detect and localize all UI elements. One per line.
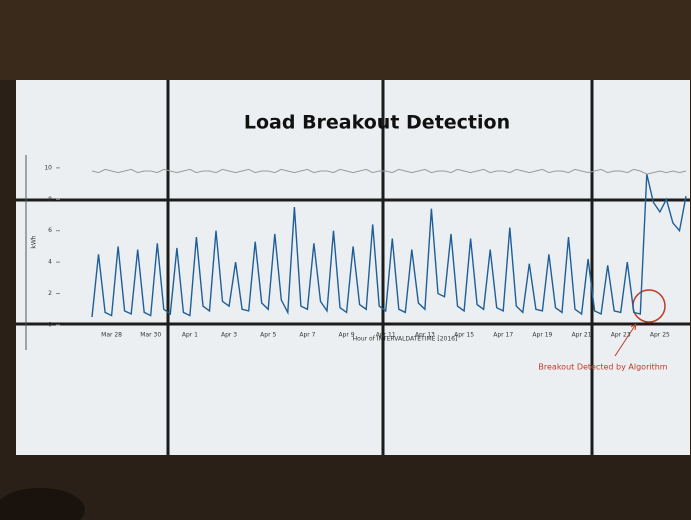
x-tick-label: Apr 9 [339, 332, 355, 339]
x-tick-label: Apr 17 [493, 332, 513, 339]
y-tick-label: 8 [48, 196, 52, 203]
x-tick-label: Apr 5 [260, 332, 276, 339]
chart: Load Breakout Detection Hour of INTERVAL… [0, 0, 691, 520]
chart-title: Load Breakout Detection [244, 112, 510, 134]
wall [0, 0, 691, 80]
y-tick-label: 10 [44, 164, 52, 171]
x-tick-label: Apr 21 [572, 332, 592, 339]
x-tick-label: Apr 11 [376, 332, 396, 339]
x-tick-label: Apr 13 [415, 332, 435, 339]
x-tick-label: Apr 19 [532, 332, 552, 339]
x-tick-label: Apr 3 [221, 332, 237, 339]
y-axis-label: kWh [31, 235, 38, 248]
head [0, 488, 85, 520]
y-tick-label: 2 [48, 290, 52, 297]
y-tick-label: 0 [48, 322, 52, 329]
y-tick-label: 4 [48, 259, 52, 266]
x-tick-label: Apr 7 [299, 332, 315, 339]
x-tick-label: Mar 28 [101, 332, 122, 339]
y-tick-label: 6 [48, 227, 52, 234]
x-tick-label: Apr 23 [611, 332, 631, 339]
x-tick-label: Apr 15 [454, 332, 474, 339]
x-tick-label: Mar 30 [140, 332, 161, 339]
annotation: Breakout Detected by Algorithm [538, 363, 667, 372]
x-tick-label: Apr 25 [650, 332, 670, 339]
x-tick-label: Apr 1 [182, 332, 198, 339]
x-axis-label: Hour of INTERVALDATETIME [2016] [353, 336, 458, 343]
